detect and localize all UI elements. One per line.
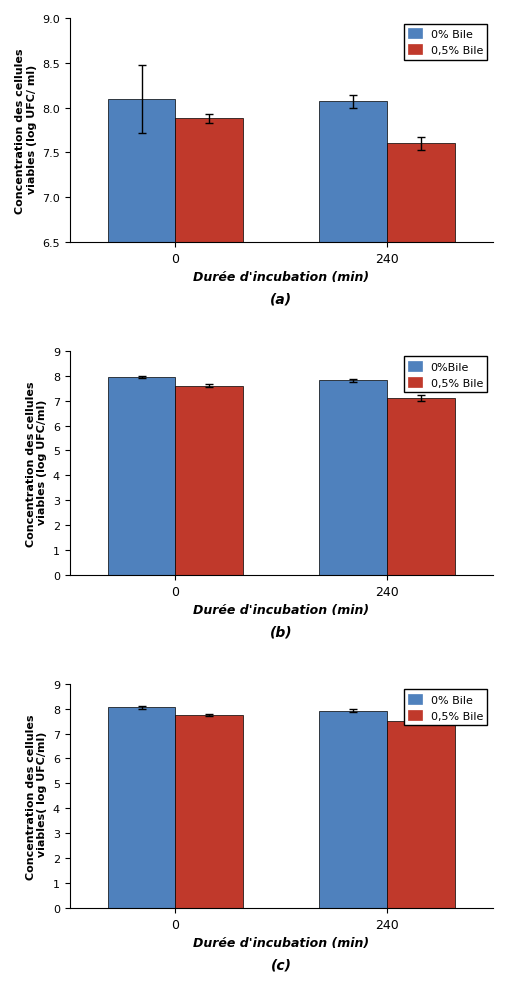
Legend: 0% Bile, 0,5% Bile: 0% Bile, 0,5% Bile (404, 25, 488, 60)
Bar (387, 144, 455, 243)
Y-axis label: Concentration des cellules
 viables (log UFC/ ml): Concentration des cellules viables (log … (15, 48, 37, 214)
Text: (a): (a) (270, 292, 293, 306)
X-axis label: Durée d'incubation (min): Durée d'incubation (min) (193, 936, 369, 950)
Legend: 0% Bile, 0,5% Bile: 0% Bile, 0,5% Bile (404, 689, 488, 726)
Bar (108, 100, 175, 243)
Bar (175, 119, 243, 243)
Legend: 0%Bile, 0,5% Bile: 0%Bile, 0,5% Bile (404, 357, 488, 393)
Bar (108, 378, 175, 576)
Bar (175, 387, 243, 576)
X-axis label: Durée d'incubation (min): Durée d'incubation (min) (193, 603, 369, 616)
Bar (320, 381, 387, 576)
X-axis label: Durée d'incubation (min): Durée d'incubation (min) (193, 271, 369, 284)
Bar (387, 398, 455, 576)
Bar (320, 711, 387, 908)
Bar (175, 715, 243, 908)
Bar (320, 103, 387, 243)
Bar (387, 722, 455, 908)
Text: (c): (c) (271, 957, 292, 971)
Y-axis label: Concentration des cellules
 viables( log UFC/ml): Concentration des cellules viables( log … (25, 713, 47, 879)
Text: (b): (b) (270, 624, 293, 639)
Y-axis label: Concentration des cellules
 viables (log UFC/ml): Concentration des cellules viables (log … (25, 381, 47, 546)
Bar (108, 708, 175, 908)
